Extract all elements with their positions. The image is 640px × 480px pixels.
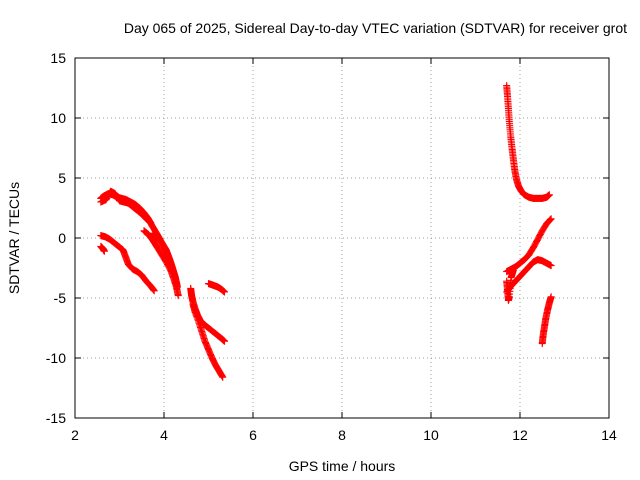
x-tick-label: 6: [249, 427, 257, 443]
y-tick-label: 0: [58, 230, 66, 246]
x-tick-label: 4: [160, 427, 168, 443]
data-point: [509, 266, 517, 274]
plot-frame: [74, 57, 610, 419]
data-point: [547, 262, 555, 270]
series-track-d-pass-2: [189, 300, 227, 381]
y-axis-label: SDTVAR / TECUs: [6, 182, 22, 294]
data-point: [221, 337, 229, 345]
data-point: [547, 215, 555, 223]
series-track-c-lower: [97, 232, 158, 295]
series-track-a-upper-2: [97, 187, 155, 226]
x-tick-label: 14: [601, 427, 617, 443]
y-tick-label: -10: [46, 350, 66, 366]
data-point: [547, 215, 555, 223]
data-point: [547, 293, 555, 301]
series-track-h-right-low: [538, 293, 555, 348]
y-tick-label: -5: [54, 290, 67, 306]
data-point: [219, 373, 227, 381]
x-tick-label: 12: [512, 427, 528, 443]
data-point: [150, 287, 158, 295]
series-track-e-short: [205, 280, 229, 296]
data-point: [174, 292, 182, 300]
y-tick-label: 10: [50, 110, 66, 126]
series-track-b-mid-2: [140, 227, 182, 300]
data-point: [221, 288, 229, 296]
series-track-g-right-mid: [503, 215, 555, 276]
y-tick-label: 15: [50, 50, 66, 66]
series-track-c-lower-2: [97, 242, 108, 255]
x-tick-label: 8: [338, 427, 346, 443]
series-track-g-right-mid-3: [503, 266, 517, 304]
x-tick-label: 2: [71, 427, 79, 443]
y-tick-label: -15: [46, 410, 66, 426]
data-point: [147, 218, 155, 226]
x-tick-label: 10: [423, 427, 439, 443]
axis-ticks: 2 4 6 8 10 12 14 -15 -10 -5 0 5 10 15: [46, 50, 617, 443]
gridlines: [75, 58, 609, 418]
data-point: [546, 216, 554, 224]
series-track-f-right-upper: [503, 82, 553, 202]
y-tick-label: 5: [58, 170, 66, 186]
x-axis-label: GPS time / hours: [289, 458, 396, 474]
chart-title: Day 065 of 2025, Sidereal Day-to-day VTE…: [124, 20, 627, 36]
data-point: [545, 191, 553, 199]
data-points: [97, 82, 555, 381]
data-point: [100, 247, 108, 255]
